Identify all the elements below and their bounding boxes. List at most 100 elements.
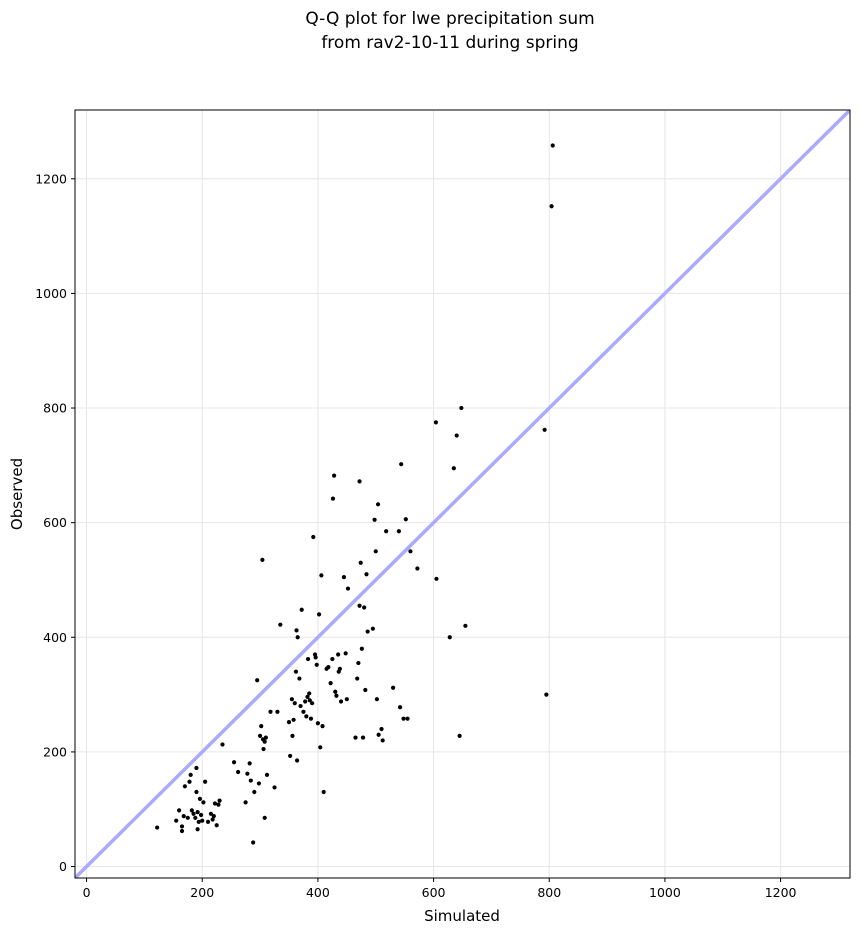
data-point — [330, 656, 335, 662]
data-point — [434, 576, 439, 581]
data-point — [370, 626, 375, 631]
data-point — [408, 549, 413, 554]
data-point — [353, 735, 358, 740]
data-point — [291, 717, 296, 722]
data-point — [315, 721, 321, 726]
data-point — [294, 758, 300, 763]
data-point — [399, 462, 404, 467]
y-tick-label: 600 — [43, 515, 67, 530]
data-point — [205, 819, 211, 824]
data-point — [212, 801, 218, 806]
data-point — [200, 818, 205, 823]
data-point — [243, 800, 248, 805]
data-point — [261, 746, 266, 752]
data-point — [397, 705, 403, 710]
data-point — [290, 733, 295, 738]
data-point — [459, 405, 464, 411]
data-point — [231, 760, 237, 765]
chart-title-line-1: Q-Q plot for lwe precipitation sum — [305, 9, 594, 29]
data-point — [405, 716, 410, 721]
data-point — [197, 796, 203, 802]
data-point — [179, 828, 185, 834]
data-point — [216, 802, 221, 807]
data-point — [260, 557, 265, 563]
y-tick-label: 1000 — [35, 286, 67, 301]
x-axis: 0 200 400 600 800 1000 1200 — [83, 878, 797, 900]
data-point — [185, 815, 190, 820]
data-point — [358, 560, 363, 565]
data-point — [155, 825, 160, 830]
data-point — [196, 819, 201, 824]
data-point — [401, 716, 406, 721]
y-axis: 0 200 400 600 800 1000 1200 — [35, 171, 75, 874]
data-point — [336, 652, 341, 657]
grid-lines — [75, 110, 850, 878]
data-point — [278, 622, 283, 627]
data-point — [194, 789, 199, 795]
data-point — [208, 811, 214, 816]
data-point — [235, 769, 241, 775]
data-point — [403, 517, 408, 522]
y-axis-label: Observed — [8, 458, 26, 530]
data-point — [343, 651, 348, 656]
data-point — [292, 701, 297, 706]
data-point — [210, 817, 215, 822]
data-point — [252, 789, 257, 795]
data-point — [319, 573, 324, 578]
data-point — [211, 814, 216, 819]
data-point — [338, 699, 344, 704]
data-point — [321, 789, 326, 795]
data-point — [341, 575, 347, 580]
data-point — [187, 779, 192, 784]
data-point — [355, 676, 360, 681]
data-point — [365, 629, 370, 634]
data-point — [380, 738, 385, 743]
reference-line-y-equals-x — [75, 110, 850, 878]
data-point — [330, 496, 336, 501]
data-point — [255, 678, 260, 683]
data-point — [344, 697, 349, 702]
data-point — [288, 753, 293, 759]
data-point — [311, 534, 316, 540]
data-point — [328, 681, 333, 686]
data-point — [379, 726, 384, 732]
data-point — [264, 772, 270, 777]
data-point — [313, 655, 318, 660]
data-point — [262, 739, 267, 744]
data-point — [375, 502, 381, 507]
data-point — [542, 427, 547, 432]
data-point — [191, 811, 196, 816]
data-point — [195, 827, 200, 832]
data-point — [451, 466, 456, 471]
data-point — [193, 815, 198, 820]
data-point — [362, 605, 367, 610]
data-point — [454, 433, 459, 438]
data-point — [363, 687, 368, 693]
data-point — [390, 685, 396, 690]
data-point — [194, 765, 199, 771]
data-point — [372, 517, 377, 522]
x-tick-label: 600 — [422, 885, 446, 900]
data-point — [303, 699, 308, 704]
data-point — [289, 697, 294, 702]
data-point — [357, 479, 362, 484]
data-point — [360, 735, 366, 740]
x-tick-label: 0 — [83, 885, 91, 900]
x-axis-label: Simulated — [424, 907, 500, 925]
data-point — [304, 714, 309, 719]
data-point — [544, 692, 549, 697]
data-point — [305, 694, 310, 699]
y-tick-label: 800 — [43, 401, 67, 416]
data-point — [275, 709, 280, 714]
y-tick-label: 200 — [43, 744, 67, 759]
data-point — [195, 809, 200, 815]
data-point — [549, 204, 554, 209]
y-tick-label: 400 — [43, 630, 67, 645]
data-point — [447, 635, 452, 640]
data-point — [318, 745, 323, 750]
data-point — [181, 814, 186, 819]
data-point — [214, 823, 219, 828]
data-point — [301, 709, 306, 714]
data-point — [396, 529, 401, 534]
